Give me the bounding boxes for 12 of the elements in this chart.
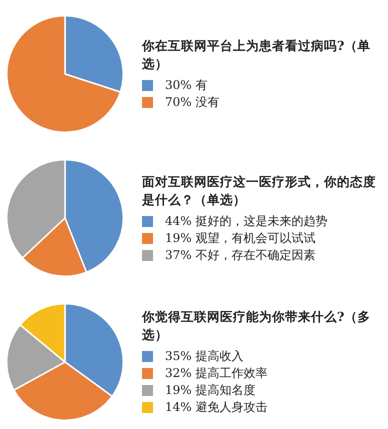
text: 面对互联网医疗这一医疗形式，你的态度是什么？（单选） — [142, 172, 377, 208]
legend-label: 37% 不好，存在不确定因素 — [165, 246, 316, 264]
legend-label: 19% 观望，有机会可以试试 — [165, 230, 316, 246]
text: 你在互联网平台上为患者看过病吗?（单选） — [142, 37, 372, 73]
legend-label: 32% 提高工作效率 — [165, 365, 268, 382]
legend-label: 19% 提高知名度 — [165, 382, 256, 399]
legend-label: 35% 提高收入 — [165, 348, 244, 365]
legend-label: 70% 没有 — [165, 94, 220, 111]
text: 你觉得互联网医疗能为你带来什么?（多选） — [142, 308, 372, 344]
legend-label: 30% 有 — [165, 77, 208, 94]
legend-label: 14% 避免人身攻击 — [165, 399, 268, 416]
legend-label: 44% 挺好的，这是未来的趋势 — [165, 212, 328, 230]
